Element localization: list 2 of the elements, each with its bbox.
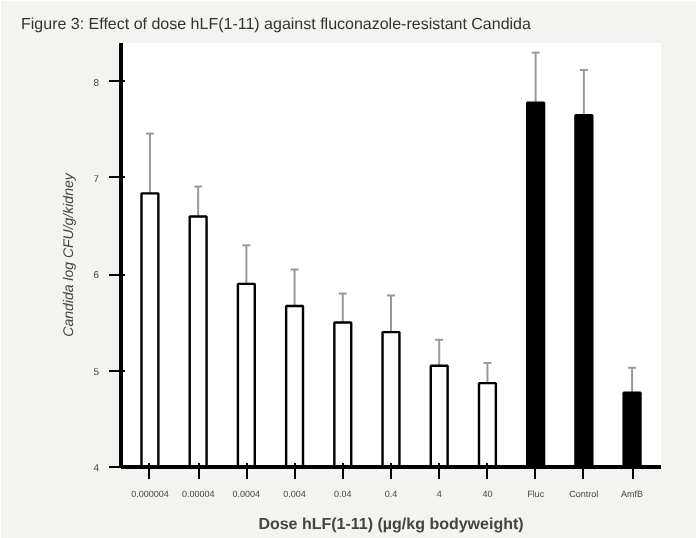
- chart-title: Figure 3: Effect of dose hLF(1-11) against fluconazole-resistant Candida: [21, 15, 533, 33]
- x-axis-title: Dose hLF(1-11) (µg/kg bodyweight): [258, 515, 525, 533]
